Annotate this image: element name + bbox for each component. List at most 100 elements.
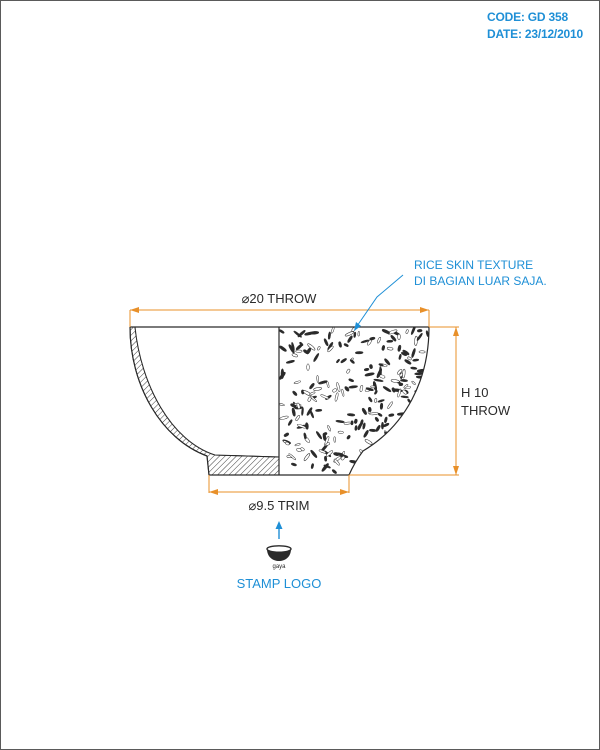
rice-grain (398, 382, 404, 387)
rice-grain (354, 425, 358, 431)
rice-grain (346, 435, 351, 440)
rice-grain (381, 329, 390, 334)
rice-grain (309, 410, 314, 419)
stamp-leader-line (275, 521, 283, 539)
rice-grain (393, 465, 401, 471)
rice-grain (411, 348, 416, 358)
rice-grain (421, 375, 426, 384)
rice-grain (363, 368, 370, 372)
rice-grain (418, 442, 425, 445)
rice-grain (324, 455, 328, 462)
rice-grain (333, 452, 340, 456)
rice-grain (288, 419, 293, 426)
rice-grain (295, 349, 303, 353)
rice-grain (374, 417, 379, 422)
texture-note-line1: RICE SKIN TEXTURE (414, 258, 533, 272)
rice-grain (333, 436, 336, 443)
rice-grain (359, 385, 364, 392)
rice-grain (323, 464, 331, 469)
rice-grain (348, 378, 354, 382)
rice-grain (414, 335, 418, 346)
texture-note-line2: DI BAGIAN LUAR SAJA. (414, 274, 547, 288)
rice-grain (279, 403, 285, 406)
rice-grain (320, 394, 330, 400)
rice-grain (377, 336, 381, 344)
rice-grain (304, 331, 314, 336)
rice-grain (377, 399, 385, 403)
rice-grain (331, 469, 337, 474)
rice-grain (400, 395, 409, 399)
rice-grain (279, 415, 289, 420)
rice-grain (422, 434, 425, 440)
rice-grain (309, 383, 315, 390)
rice-grain (395, 438, 401, 444)
bowl-inner-profile (134, 326, 280, 458)
rice-grain (428, 409, 429, 414)
rice-grain (413, 448, 423, 454)
stamp-text: gaya (272, 564, 286, 570)
rice-grain (340, 358, 347, 364)
rice-grain (362, 457, 369, 461)
top-diameter-dimension: ⌀20 THROW (129, 291, 430, 327)
rice-grain (336, 382, 341, 392)
rice-grain (404, 359, 412, 365)
rice-grain (375, 425, 381, 432)
rice-grain (415, 467, 422, 471)
rice-grain (426, 420, 429, 426)
rice-grain (362, 422, 366, 430)
rice-grain (357, 331, 360, 337)
rice-grain (400, 463, 408, 469)
rice-grain (424, 463, 429, 473)
rice-grain (337, 430, 344, 434)
rice-grain (343, 343, 349, 347)
rice-grain (369, 336, 376, 341)
rice-grain (317, 346, 321, 351)
rice-grain (315, 409, 323, 412)
rice-grain (301, 407, 304, 416)
rice-grain (397, 388, 402, 398)
rice-grain (291, 462, 297, 467)
rice-grain (285, 360, 295, 364)
rice-grain (378, 454, 385, 463)
rice-grain (291, 353, 298, 358)
rice-grain (354, 418, 358, 424)
rice-grain (372, 458, 377, 463)
rice-grain (397, 369, 403, 375)
rice-grain (411, 380, 416, 385)
rice-grain (280, 368, 285, 379)
rice-grain (402, 453, 409, 462)
rice-grain (279, 345, 287, 352)
rice-grain (400, 458, 410, 462)
rice-grain (343, 421, 352, 425)
rice-grain (387, 401, 393, 409)
rice-grain (423, 396, 428, 403)
rice-grain (327, 331, 331, 340)
rice-grain (410, 366, 418, 370)
height-label-line1: H 10 (461, 385, 488, 400)
rice-grain (326, 381, 330, 388)
rice-grain (283, 432, 290, 437)
stamp-bowl-icon (266, 545, 292, 553)
rice-grain (407, 356, 412, 361)
rice-grain (349, 359, 355, 364)
rice-grain (310, 449, 318, 458)
rice-grain (296, 448, 302, 452)
rice-grain (378, 363, 384, 367)
rice-grain (390, 335, 397, 342)
rice-grain (290, 403, 297, 408)
foot-diameter-dimension: ⌀9.5 TRIM (208, 475, 350, 513)
rice-grain (318, 449, 327, 454)
rice-grain (416, 448, 420, 455)
rice-grain (299, 341, 304, 346)
rice-grain (327, 425, 331, 432)
rice-grain (383, 460, 389, 467)
rice-grain (313, 387, 322, 391)
top-diameter-label: ⌀20 THROW (242, 291, 317, 306)
rice-grain (400, 452, 404, 458)
rice-grain (421, 433, 429, 438)
rice-grain (364, 372, 375, 377)
rice-grain (288, 453, 297, 461)
rice-grain (307, 396, 312, 402)
rice-grain (374, 398, 378, 403)
